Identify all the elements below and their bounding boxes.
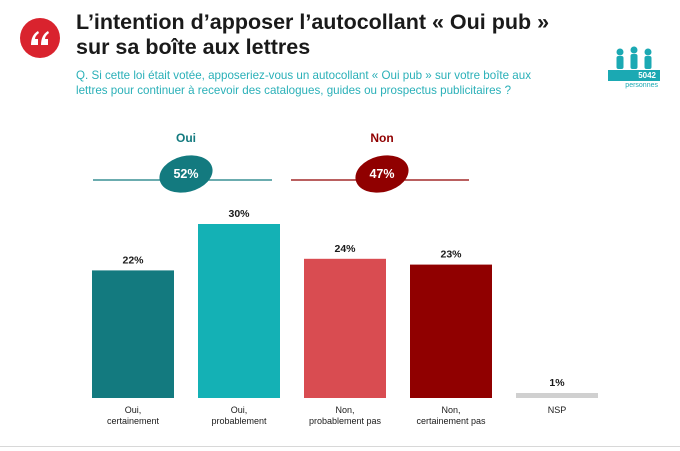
bar-1 xyxy=(92,270,174,398)
bar-4 xyxy=(410,264,492,398)
sample-label: personnes xyxy=(625,82,658,89)
footer-divider xyxy=(0,446,680,447)
bar-value-label-4: 23% xyxy=(440,249,462,261)
category-label-4-line-1: Non, xyxy=(441,405,460,415)
category-label-1-line-1: Oui, xyxy=(125,405,142,415)
group-total-label-2: 47% xyxy=(369,167,394,181)
bar-5 xyxy=(516,393,598,398)
category-label-2-line-2: probablement xyxy=(211,416,267,426)
group-total-label-1: 52% xyxy=(173,167,198,181)
survey-question-line-1: Q. Si cette loi était votée, apposeriez-… xyxy=(76,69,531,82)
group-header-1: Oui xyxy=(176,131,196,145)
category-label-3-line-1: Non, xyxy=(335,405,354,415)
bar-value-label-3: 24% xyxy=(334,243,356,255)
sample-count: 5042 xyxy=(608,70,660,81)
bar-2 xyxy=(198,224,280,398)
group-header-2: Non xyxy=(370,131,393,145)
bar-3 xyxy=(304,258,386,398)
page-title-line-1: L’intention d’apposer l’autocollant « Ou… xyxy=(76,10,550,34)
bar-value-label-5: 1% xyxy=(549,377,565,389)
group-total-badge-1 xyxy=(159,155,213,193)
bar-value-label-2: 30% xyxy=(228,208,250,220)
group-total-badge-2 xyxy=(355,155,409,193)
survey-question: Q. Si cette loi était votée, apposeriez-… xyxy=(76,68,576,98)
category-label-3-line-2: probablement pas xyxy=(309,416,382,426)
page-title-line-2: sur sa boîte aux lettres xyxy=(76,35,311,59)
quote-icon xyxy=(31,31,49,45)
quote-badge xyxy=(20,18,60,58)
survey-question-line-2: lettres pour continuer à recevoir des ca… xyxy=(76,84,512,97)
page-title: L’intention d’apposer l’autocollant « Ou… xyxy=(76,10,596,60)
category-label-1-line-2: certainement xyxy=(107,416,160,426)
category-label-2-line-1: Oui, xyxy=(231,405,248,415)
category-label-5-line-1: NSP xyxy=(548,405,567,415)
bar-value-label-1: 22% xyxy=(122,254,144,266)
people-icon xyxy=(616,46,652,69)
category-label-4-line-2: certainement pas xyxy=(416,416,486,426)
